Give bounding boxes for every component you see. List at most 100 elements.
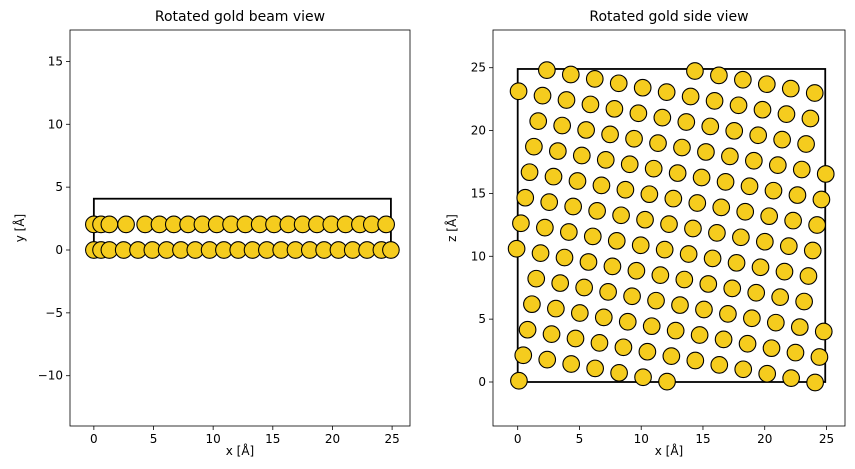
atom-point bbox=[684, 219, 702, 238]
atom-point bbox=[562, 355, 581, 373]
atom-point bbox=[657, 83, 676, 101]
atom-point bbox=[614, 338, 633, 357]
atom-point bbox=[703, 249, 722, 268]
x-tick-label: 20 bbox=[757, 432, 772, 446]
atom-point bbox=[553, 116, 572, 135]
atom-point bbox=[808, 216, 826, 234]
atom-point bbox=[686, 351, 705, 370]
x-tick-label: 15 bbox=[695, 432, 710, 446]
atom-point bbox=[377, 215, 395, 234]
atom-point bbox=[806, 373, 824, 392]
side-view-xlabel: x [Å] bbox=[655, 443, 684, 458]
atom-point bbox=[518, 320, 537, 339]
atom-point bbox=[653, 108, 672, 127]
atom-point bbox=[701, 117, 720, 136]
atom-point bbox=[710, 66, 728, 85]
atom-point bbox=[721, 147, 739, 166]
atom-point bbox=[760, 207, 779, 226]
atom-point bbox=[544, 167, 563, 186]
atom-point bbox=[536, 218, 554, 237]
atom-point bbox=[514, 346, 533, 365]
atom-point bbox=[664, 189, 683, 208]
atom-point bbox=[771, 288, 790, 306]
atom-point bbox=[577, 121, 595, 139]
atom-point bbox=[792, 160, 811, 179]
atom-point bbox=[547, 299, 565, 318]
side-view-ticks: 0 5 10 15 20 25 0 5 10 15 20 25 bbox=[471, 61, 834, 446]
atom-point bbox=[510, 371, 528, 390]
atom-point bbox=[716, 173, 735, 191]
atom-point bbox=[647, 291, 665, 310]
atom-point bbox=[644, 159, 663, 178]
atom-point bbox=[801, 109, 820, 128]
atom-point bbox=[523, 295, 541, 314]
atom-point bbox=[642, 317, 661, 336]
atom-point bbox=[814, 322, 833, 341]
atom-point bbox=[620, 155, 639, 174]
x-tick-label: 5 bbox=[150, 432, 158, 446]
atom-point bbox=[714, 330, 733, 349]
x-tick-label: 0 bbox=[514, 432, 522, 446]
beam-view-ticks: 0 5 10 15 20 25 −10 −5 0 5 10 15 bbox=[38, 54, 400, 446]
atom-point bbox=[590, 334, 609, 352]
atom-point bbox=[596, 151, 615, 169]
atom-point bbox=[603, 257, 622, 276]
atom-point bbox=[673, 138, 691, 157]
atom-point bbox=[799, 267, 818, 285]
atom-point bbox=[740, 177, 759, 196]
atom-point bbox=[749, 126, 768, 145]
side-view-panel: Rotated gold side view 0 5 10 15 20 25 0 5 10 15 2… bbox=[444, 9, 846, 458]
atom-point bbox=[579, 253, 598, 271]
atom-point bbox=[568, 172, 587, 190]
atom-point bbox=[743, 309, 761, 328]
x-tick-label: 25 bbox=[384, 432, 399, 446]
atom-point bbox=[599, 283, 617, 301]
beam-view-xlabel: x [Å] bbox=[226, 443, 255, 458]
atom-point bbox=[649, 134, 667, 152]
atom-point bbox=[784, 211, 802, 230]
x-tick-label: 20 bbox=[325, 432, 340, 446]
atom-point bbox=[788, 186, 807, 204]
atom-point bbox=[732, 228, 750, 247]
atom-point bbox=[766, 313, 785, 332]
atom-point bbox=[812, 190, 831, 209]
atom-point bbox=[634, 368, 652, 387]
atom-point bbox=[705, 92, 724, 110]
side-view-axes-frame bbox=[492, 29, 846, 427]
y-tick-label: 0 bbox=[478, 375, 486, 389]
atom-point bbox=[751, 258, 770, 277]
atom-point bbox=[100, 215, 119, 234]
atom-point bbox=[758, 364, 777, 383]
atom-point bbox=[734, 70, 752, 89]
atom-point bbox=[675, 270, 694, 289]
atom-point bbox=[537, 61, 556, 79]
y-tick-label: 0 bbox=[55, 243, 63, 257]
x-tick-label: 0 bbox=[90, 432, 98, 446]
atom-point bbox=[775, 262, 794, 281]
y-tick-label: 25 bbox=[471, 61, 486, 75]
y-tick-label: −10 bbox=[38, 369, 63, 383]
atom-point bbox=[745, 151, 763, 170]
side-view-ylabel: z [Å] bbox=[444, 214, 459, 242]
atom-point bbox=[782, 369, 801, 387]
atom-point bbox=[594, 308, 613, 327]
atom-point bbox=[585, 70, 604, 88]
atom-point bbox=[572, 146, 591, 165]
atom-point bbox=[723, 279, 742, 298]
atom-point bbox=[757, 75, 776, 94]
atom-point bbox=[725, 121, 744, 140]
atom-point bbox=[616, 180, 635, 199]
atom-point bbox=[658, 372, 676, 391]
atom-point bbox=[559, 223, 578, 241]
atom-point bbox=[531, 244, 550, 262]
atom-point bbox=[695, 300, 713, 319]
atom-point bbox=[542, 325, 561, 343]
atom-point bbox=[592, 176, 611, 195]
atom-point bbox=[677, 113, 696, 131]
atom-point bbox=[688, 194, 707, 212]
side-view-atoms bbox=[507, 61, 835, 392]
beam-view-title: Rotated gold beam view bbox=[155, 9, 325, 25]
atom-point bbox=[660, 215, 678, 233]
